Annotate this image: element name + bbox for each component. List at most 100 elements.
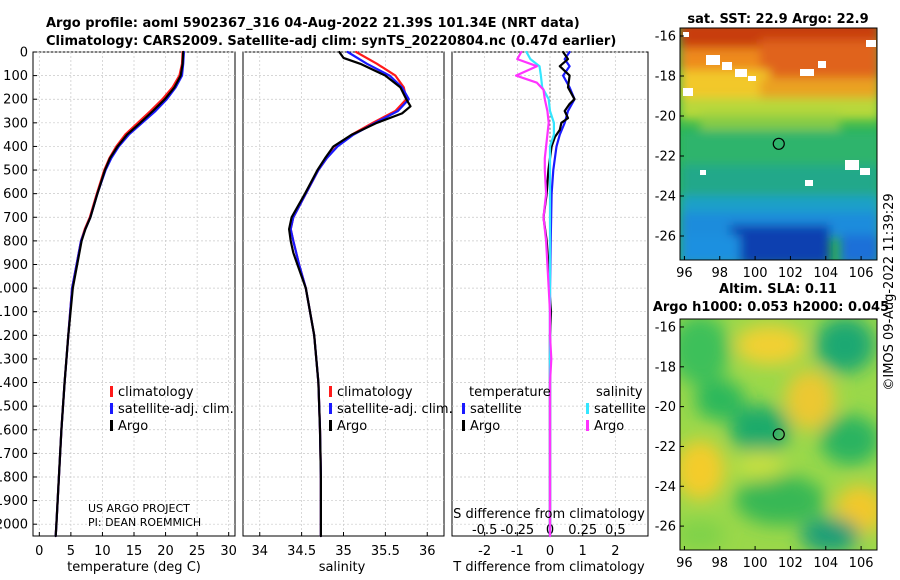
sst-cloud-gaps (683, 32, 876, 186)
lon-tick-label: 106 (849, 266, 874, 281)
x-tick-label: 5 (67, 544, 75, 559)
depth-tick-label: 0 (20, 46, 28, 61)
legend-label-temp-argo: Argo (470, 419, 500, 434)
x-tick-label: 30 (220, 544, 237, 559)
temperature-axis-ticks: 0 5 10 15 20 25 30 (35, 532, 237, 559)
x-tick-label: 35.5 (371, 544, 400, 559)
x-tick-label: -2 (478, 544, 491, 559)
lon-tick-label: 104 (813, 556, 838, 571)
lat-tick-label: -24 (655, 480, 676, 495)
x-tick-label: 10 (94, 544, 111, 559)
sst-map-axes: -16 -18 -20 -22 -24 -26 96 98 100 102 104 106 (655, 30, 874, 282)
lon-tick-label: 96 (676, 266, 693, 281)
lat-tick-label: -26 (655, 230, 676, 245)
x-tick-label: -1 (511, 544, 524, 559)
difference-series (514, 50, 576, 538)
legend-swatch-climatology (110, 386, 113, 397)
credit-pi: PI: DEAN ROEMMICH (88, 516, 201, 529)
series-line-salinity-argo (514, 50, 553, 538)
legend-swatch-sal-satellite (586, 403, 589, 414)
salinity-series (288, 50, 412, 538)
x-tick-label: 34 (251, 544, 268, 559)
lon-tick-label: 100 (743, 266, 768, 281)
lat-tick-label: -16 (655, 30, 676, 45)
title-line-2: Climatology: CARS2009. Satellite-adj cli… (46, 34, 616, 49)
legend-swatch-sal-argo (586, 420, 589, 431)
legend-label-climatology: climatology (118, 385, 194, 400)
temperature-profile-panel: 0100200300400500600700800900100011001200… (0, 46, 237, 576)
legend-label-argo: Argo (118, 419, 148, 434)
legend-swatch-temp-satellite (462, 403, 465, 414)
depth-tick-label: 600 (3, 187, 28, 202)
legend-swatch-temp-argo (462, 420, 465, 431)
salinity-xlabel: salinity (319, 560, 366, 575)
temperature-gridlines (33, 51, 235, 536)
depth-tick-label: 2000 (0, 518, 28, 533)
legend-swatch-argo (329, 420, 332, 431)
s-tick-label: 0.25 (568, 523, 597, 538)
depth-tick-label: 1800 (0, 470, 28, 485)
series-line-satellite-adj-clim- (54, 50, 185, 538)
legend-label-climatology: climatology (337, 385, 413, 400)
lat-tick-label: -18 (655, 70, 676, 85)
lon-tick-label: 104 (813, 266, 838, 281)
s-tick-label: -0.25 (501, 523, 535, 538)
series-line-argo (288, 50, 412, 538)
depth-tick-label: 1000 (0, 282, 28, 297)
lat-tick-label: -22 (655, 150, 676, 165)
temperature-xlabel: temperature (deg C) (67, 560, 201, 575)
legend-label-temp-satellite: satellite (470, 402, 522, 417)
x-tick-label: 36 (419, 544, 436, 559)
sst-map: sat. SST: 22.9 Argo: 22.9 (655, 12, 878, 282)
series-line-climatology (289, 50, 408, 538)
lon-tick-label: 102 (778, 556, 803, 571)
legend-label-satellite-adj: satellite-adj. clim. (337, 402, 453, 417)
lat-tick-label: -16 (655, 320, 676, 335)
series-line-argo (54, 50, 185, 538)
depth-tick-label: 400 (3, 140, 28, 155)
depth-tick-label: 1700 (0, 447, 28, 462)
legend-label-satellite-adj: satellite-adj. clim. (118, 402, 234, 417)
depth-axis-ticks: 0 100 200 300 400 500 600 700 800 900 1000 1100 1200… (0, 46, 37, 533)
lat-tick-label: -20 (655, 400, 676, 415)
x-tick-label: 35 (335, 544, 352, 559)
lon-tick-label: 102 (778, 266, 803, 281)
lat-tick-label: -18 (655, 360, 676, 375)
sla-map-frame (679, 318, 878, 551)
legend-label-sal-argo: Argo (594, 419, 624, 434)
depth-tick-label: 500 (3, 164, 28, 179)
t-difference-xlabel: T difference from climatology (452, 560, 645, 575)
sla-map: Altim. SLA: 0.11 Argo h1000: 0.053 h2000… (653, 282, 889, 571)
lon-tick-label: 96 (676, 556, 693, 571)
x-tick-label: 0 (546, 544, 554, 559)
x-tick-label: 15 (126, 544, 143, 559)
temperature-series (54, 50, 185, 538)
salinity-axis-ticks: 34 34.5 35 35.5 36 (251, 532, 436, 559)
legend-swatch-climatology (329, 386, 332, 397)
salinity-profile-panel: 34 34.5 35 35.5 36 salinity climatology sate… (242, 50, 453, 575)
x-tick-label: 2 (611, 544, 619, 559)
depth-tick-label: 900 (3, 258, 28, 273)
depth-tick-label: 1500 (0, 400, 28, 415)
title-line-1: Argo profile: aoml 5902367_316 04-Aug-20… (46, 16, 580, 31)
s-tick-label: -0.5 (472, 523, 497, 538)
difference-profile-panel: -2 -1 0 1 2 -0.5 -0.25 0 0.25 0.5 T difference f… (451, 50, 649, 575)
sla-map-axes: -16 -18 -20 -22 -24 -26 96 98 100 102 104 106 (655, 320, 874, 571)
depth-tick-label: 1200 (0, 329, 28, 344)
sst-field (680, 28, 877, 260)
depth-tick-label: 800 (3, 234, 28, 249)
difference-legend: temperature salinity satellite Argo sate… (462, 385, 646, 434)
depth-tick-label: 1100 (0, 305, 28, 320)
lat-tick-label: -20 (655, 110, 676, 125)
lat-tick-label: -26 (655, 520, 676, 535)
s-tick-label: 0.5 (605, 523, 626, 538)
s-difference-xlabel: S difference from climatology (453, 507, 645, 522)
salinity-gridlines (243, 51, 444, 536)
sst-map-title: sat. SST: 22.9 Argo: 22.9 (687, 12, 868, 27)
lon-tick-label: 106 (849, 556, 874, 571)
sla-field (680, 319, 877, 550)
depth-tick-label: 100 (3, 69, 28, 84)
legend-swatch-satellite-adj (110, 403, 113, 414)
legend-label-argo: Argo (337, 419, 367, 434)
